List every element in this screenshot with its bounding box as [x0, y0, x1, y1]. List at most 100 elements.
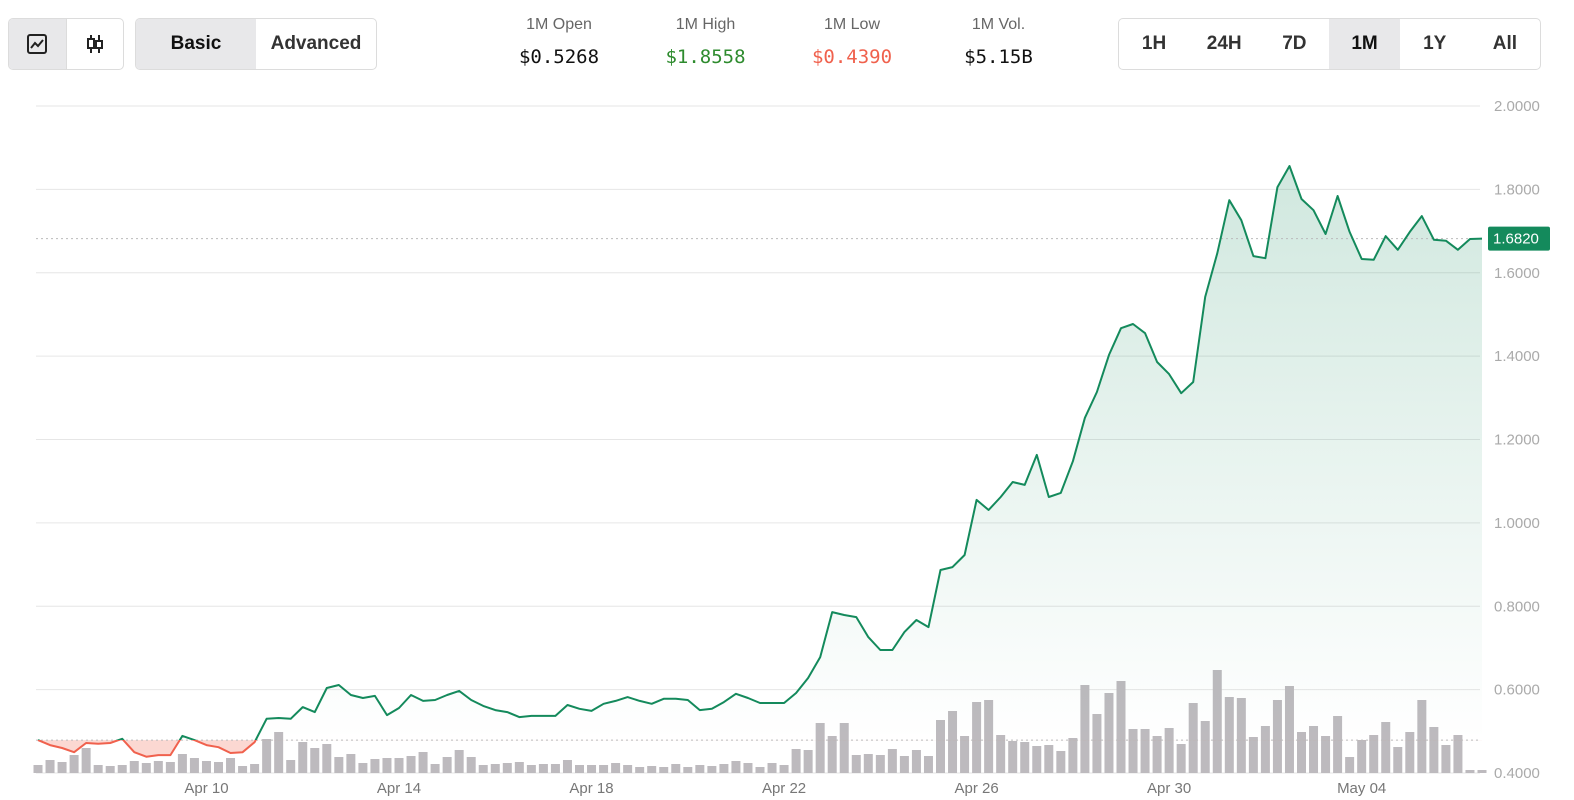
- volume-bar: [69, 755, 79, 773]
- range-button[interactable]: 1H: [1141, 33, 1167, 54]
- volume-bar: [1260, 726, 1270, 773]
- candle-chart-button[interactable]: [67, 19, 124, 69]
- y-tick-label: 0.4000: [1494, 765, 1540, 782]
- volume-bar: [1200, 721, 1210, 773]
- y-tick-label: 1.8000: [1494, 181, 1540, 198]
- volume-bar: [839, 723, 849, 773]
- volume-bar: [334, 757, 344, 773]
- volume-bar: [1369, 735, 1379, 773]
- volume-bar: [1345, 757, 1355, 773]
- volume-bar: [599, 765, 609, 773]
- volume-bar: [611, 763, 621, 773]
- volume-bar: [165, 762, 175, 773]
- stat-value: $5.15B: [964, 46, 1033, 68]
- volume-bar: [1044, 745, 1054, 773]
- x-tick-label: Apr 18: [569, 780, 613, 797]
- volume-bar: [1176, 744, 1186, 773]
- volume-bar: [201, 761, 211, 773]
- y-tick-label: 1.4000: [1494, 348, 1540, 365]
- volume-bar: [1248, 737, 1258, 773]
- mode-button[interactable]: Advanced: [270, 33, 362, 54]
- volume-bar: [899, 756, 909, 773]
- volume-bar: [936, 720, 945, 773]
- line-chart-button[interactable]: [9, 19, 67, 69]
- volume-bar: [863, 754, 873, 773]
- volume-bar: [948, 711, 958, 773]
- volume-bar: [262, 739, 272, 773]
- volume-bar: [1068, 738, 1078, 773]
- volume-bar: [923, 756, 933, 773]
- volume-bar: [623, 765, 633, 773]
- volume-bar: [1056, 751, 1066, 773]
- y-tick-label: 0.6000: [1494, 682, 1540, 699]
- volume-bar: [1152, 736, 1162, 773]
- volume-bar: [189, 758, 199, 773]
- volume-bar: [514, 762, 524, 773]
- volume-bar: [129, 761, 139, 773]
- volume-bar: [803, 750, 813, 773]
- volume-bar: [827, 736, 837, 773]
- mode-group: Basic Advanced: [135, 18, 377, 70]
- range-button[interactable]: 1Y: [1423, 33, 1447, 54]
- volume-bar: [1405, 732, 1415, 773]
- x-tick-label: Apr 30: [1147, 780, 1191, 797]
- volume-bar: [683, 767, 693, 773]
- volume-bar: [851, 755, 861, 773]
- volume-bar: [93, 765, 103, 773]
- volume-bar: [141, 763, 151, 773]
- volume-bar: [214, 762, 223, 773]
- volume-bar: [587, 765, 597, 773]
- current-price-box: [1488, 226, 1550, 251]
- volume-bar: [659, 767, 669, 773]
- volume-bar: [418, 752, 428, 773]
- y-tick-label: 2.0000: [1494, 98, 1540, 115]
- volume-bar: [755, 767, 765, 773]
- volume-bar: [394, 758, 404, 773]
- volume-bar: [1128, 729, 1138, 773]
- volume-bar: [238, 766, 248, 773]
- mode-button[interactable]: Basic: [136, 19, 256, 69]
- volume-bar: [960, 736, 970, 773]
- range-button[interactable]: 24H: [1206, 33, 1242, 54]
- volume-bar: [1020, 742, 1030, 773]
- volume-bar: [671, 764, 681, 773]
- range-button[interactable]: 7D: [1282, 33, 1307, 54]
- volume-bar: [286, 760, 296, 773]
- volume-bar: [454, 750, 464, 773]
- price-line: [37, 165, 1483, 758]
- volume-bar: [707, 766, 717, 773]
- volume-bar: [635, 767, 645, 773]
- volume-bar: [1465, 770, 1475, 773]
- volume-bar: [779, 765, 789, 773]
- stat-label: 1M Vol.: [971, 16, 1026, 33]
- stat-label: 1M Open: [526, 16, 592, 33]
- volume-bar: [250, 764, 260, 773]
- stat-label: 1M Low: [823, 16, 881, 33]
- volume-bar: [526, 765, 536, 773]
- volume-bar: [105, 766, 115, 773]
- volume-bar: [490, 764, 500, 773]
- volume-bar: [226, 758, 236, 773]
- volume-bar: [466, 757, 476, 773]
- volume-bar: [1453, 735, 1463, 773]
- range-button[interactable]: 1M: [1329, 19, 1400, 69]
- volume-bar: [996, 735, 1006, 773]
- volume-bar: [358, 763, 368, 773]
- volume-bar: [1357, 740, 1367, 773]
- x-tick-label: Apr 14: [377, 780, 421, 797]
- line-icon: [27, 34, 48, 54]
- volume-bar: [562, 760, 572, 773]
- volume-bar: [538, 764, 548, 773]
- stat-value: $0.5268: [518, 46, 600, 68]
- volume-bar: [1429, 727, 1439, 773]
- volume-bar: [502, 763, 512, 773]
- volume-bar: [911, 750, 921, 773]
- volume-bar: [274, 732, 284, 773]
- volume-bar: [406, 756, 416, 773]
- stat: 1M Vol. $5.15B: [929, 16, 1069, 68]
- volume-bar: [33, 765, 43, 773]
- volume-bar: [731, 761, 741, 773]
- range-button[interactable]: All: [1492, 33, 1517, 54]
- volume-bar: [370, 759, 380, 773]
- volume-bar: [550, 764, 560, 773]
